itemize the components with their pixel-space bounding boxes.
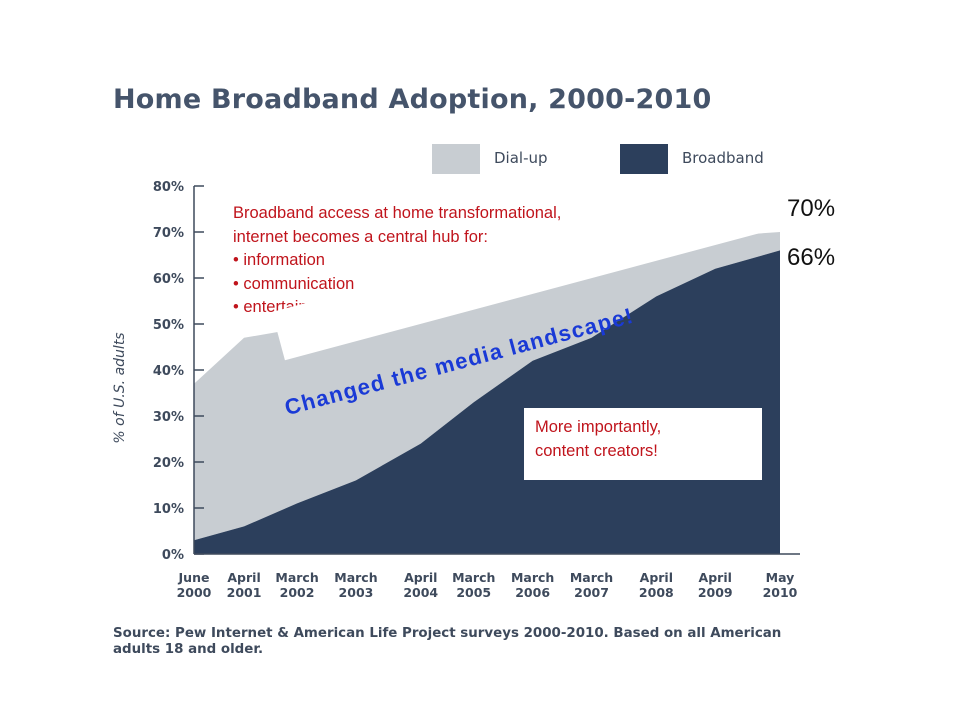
x-axis-ticks: June 2000 April 2001 March 2002 March 2003 April… xyxy=(177,570,798,600)
y-tick-label: 40% xyxy=(153,364,184,379)
x-tick-label: March 2002 xyxy=(275,570,318,600)
chart-title: Home Broadband Adoption, 2000-2010 xyxy=(113,84,712,115)
x-tick-label: April 2001 xyxy=(227,570,262,600)
x-tick-label: March 2006 xyxy=(511,570,554,600)
callout-bullet-communication: • communication xyxy=(233,274,355,293)
legend-label-dialup: Dial-up xyxy=(494,149,548,167)
x-tick-label: March 2003 xyxy=(334,570,377,600)
y-tick-label: 10% xyxy=(153,502,184,517)
y-axis-label: % of U.S. adults xyxy=(112,332,128,443)
y-tick-label: 60% xyxy=(153,272,184,287)
y-tick-label: 0% xyxy=(162,548,184,563)
callout-line: More importantly, xyxy=(535,418,662,436)
y-axis-ticks: 0% 10% 20% 30% 40% 50% 60% 70% 80% xyxy=(153,180,204,563)
x-tick-label: April 2008 xyxy=(639,570,674,600)
y-tick-label: 80% xyxy=(153,180,184,195)
source-note: Source: Pew Internet & American Life Pro… xyxy=(113,626,782,657)
legend-label-broadband: Broadband xyxy=(682,149,764,167)
callout-line: content creators! xyxy=(535,442,658,460)
y-tick-label: 70% xyxy=(153,226,184,241)
x-tick-label: April 2009 xyxy=(698,570,733,600)
broadband-end-label: 66% xyxy=(787,244,836,271)
x-tick-label: March 2005 xyxy=(452,570,495,600)
legend-swatch-broadband xyxy=(620,144,668,174)
dialup-area xyxy=(194,232,780,541)
x-tick-label: June 2000 xyxy=(177,570,212,600)
y-tick-label: 20% xyxy=(153,456,184,471)
x-tick-label: April 2004 xyxy=(403,570,438,600)
x-tick-label: May 2010 xyxy=(763,570,798,600)
total-end-label: 70% xyxy=(787,195,836,222)
x-tick-label: March 2007 xyxy=(570,570,613,600)
callout-bullet-information: • information xyxy=(233,251,325,269)
creators-callout: More importantly, content creators! xyxy=(524,408,762,480)
y-tick-label: 50% xyxy=(153,318,184,333)
legend-swatch-dialup xyxy=(432,144,480,174)
callout-line: Broadband access at home transformationa… xyxy=(233,204,562,222)
transform-callout: Broadband access at home transformationa… xyxy=(233,202,561,320)
callout-line: internet becomes a central hub for: xyxy=(233,227,488,246)
y-tick-label: 30% xyxy=(153,410,184,425)
